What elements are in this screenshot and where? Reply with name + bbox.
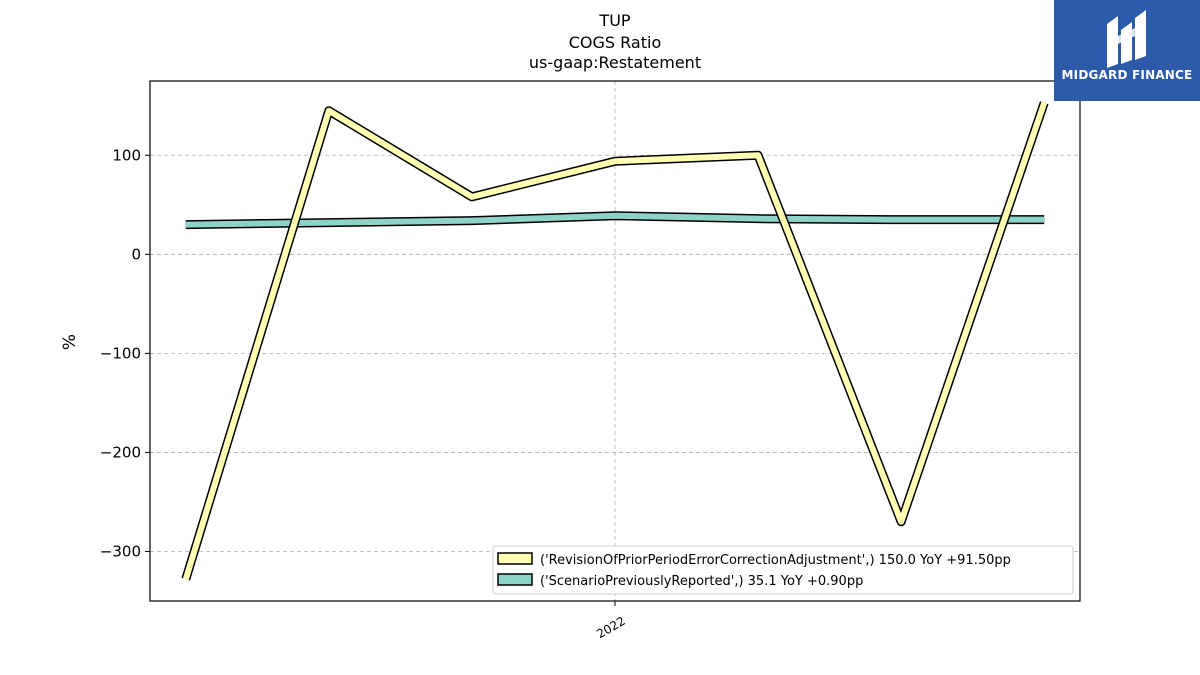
y-tick-label: −300: [100, 542, 141, 560]
series-line-previously-reported: [185, 212, 1045, 228]
y-axis-ticks: 100 0 −100 −200 −300: [100, 146, 150, 560]
series-line-revision: [182, 101, 1048, 581]
brand-name: MIDGARD FINANCE: [1061, 68, 1193, 82]
chart-title: TUP: [598, 11, 630, 30]
y-tick-label: −100: [100, 344, 141, 362]
chart-subtitle-tag: us-gaap:Restatement: [529, 53, 701, 72]
legend-box: [492, 545, 1074, 595]
legend-label-revision: ('RevisionOfPriorPeriodErrorCorrectionAd…: [540, 553, 1011, 568]
legend-swatch-previously-reported: [497, 573, 533, 586]
y-tick-label: 0: [131, 245, 141, 263]
series-layer: [181, 101, 1049, 581]
legend-swatch-revision: [497, 552, 533, 565]
chart-subtitle: COGS Ratio: [569, 33, 661, 52]
y-axis-label: %: [60, 334, 80, 350]
midgard-finance-logo: MIDGARD FINANCE: [1054, 0, 1200, 101]
midgard-m-logo-icon: [1107, 10, 1146, 68]
x-axis-ticks: 2022: [594, 601, 628, 641]
y-tick-label: −200: [100, 443, 141, 461]
x-tick-label: 2022: [594, 614, 627, 641]
legend: ('RevisionOfPriorPeriodErrorCorrectionAd…: [492, 545, 1074, 595]
y-tick-label: 100: [112, 146, 141, 164]
legend-label-previously-reported: ('ScenarioPreviouslyReported',) 35.1 YoY…: [540, 574, 863, 589]
